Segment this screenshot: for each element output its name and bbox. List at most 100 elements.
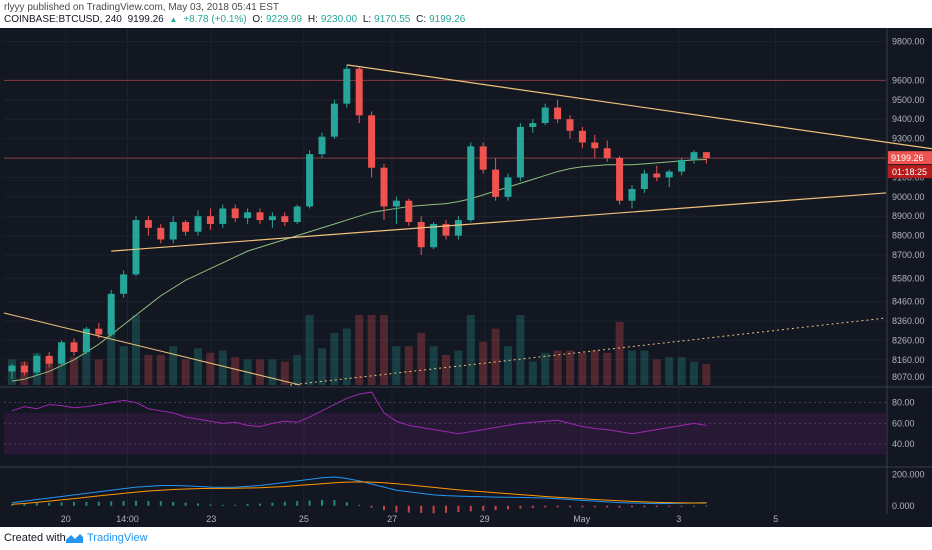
candle-body <box>417 222 425 248</box>
volume-bar <box>169 346 178 385</box>
candle-body <box>541 107 549 124</box>
volume-bar <box>615 322 624 385</box>
volume-bar <box>516 315 525 385</box>
candle-body <box>306 154 314 207</box>
time-tick-label: 5 <box>773 514 778 524</box>
price-tick-label: 9800.00 <box>892 37 925 47</box>
candle-body <box>330 103 338 137</box>
candle-body <box>132 220 140 275</box>
macd-histogram-bar <box>705 505 708 507</box>
candle-body <box>169 222 177 240</box>
candle-body <box>566 119 574 131</box>
candle-body <box>70 342 78 353</box>
macd-histogram-bar <box>420 505 423 513</box>
support-trendline <box>111 192 887 252</box>
macd-histogram-bar <box>221 504 224 506</box>
chart-canvas[interactable]: 8070.00 8160.00 8260.00 8360.00 8460.00 8580.… <box>0 28 932 527</box>
macd-histogram-bar <box>693 505 695 507</box>
macd-histogram-bar <box>631 505 633 508</box>
price-tick-label: 8700.00 <box>892 250 925 260</box>
candle-body <box>504 177 512 197</box>
volume-bar <box>553 350 562 385</box>
volume-bar <box>293 355 302 385</box>
candle-body <box>219 208 227 224</box>
candle-body <box>554 107 562 120</box>
candle-body <box>492 169 500 197</box>
macd-histogram-bar <box>531 505 534 508</box>
last-price: 9199.26 <box>127 14 164 25</box>
open-label: O: <box>252 14 263 25</box>
price-tick-label: 8900.00 <box>892 211 925 221</box>
price-tick-label: 8360.00 <box>892 316 925 326</box>
candle-body <box>380 167 388 207</box>
tradingview-brand-link[interactable]: TradingView <box>87 532 148 544</box>
candle-body <box>281 216 289 223</box>
macd-tick-label: 200.000 <box>892 470 925 480</box>
high-value: 9230.00 <box>320 14 358 25</box>
candle-body <box>628 189 636 201</box>
volume-bar <box>504 346 512 385</box>
volume-bar <box>677 357 686 385</box>
macd-histogram-bar <box>321 499 323 506</box>
candle-body <box>467 146 475 221</box>
price-tick-label: 8260.00 <box>892 335 925 345</box>
countdown-tag <box>888 165 932 179</box>
macd-histogram-bar <box>606 505 609 508</box>
volume-bar <box>590 350 599 385</box>
volume-bar <box>119 346 128 385</box>
created-with-label: Created with <box>4 532 66 544</box>
volume-bar <box>392 346 401 385</box>
candle-body <box>479 146 487 170</box>
macd-signal-line <box>11 481 707 505</box>
candle-body <box>95 328 103 335</box>
volume-bar <box>57 348 66 385</box>
macd-histogram-bar <box>494 505 497 511</box>
volume-bar <box>132 315 140 385</box>
volume-bar <box>528 361 537 385</box>
price-tick-label: 9600.00 <box>892 75 925 85</box>
macd-histogram-bar <box>60 502 63 506</box>
macd-tick-label: 0.000 <box>892 501 915 511</box>
price-tick-label: 8580.00 <box>892 273 925 283</box>
macd-histogram-bar <box>246 504 249 506</box>
candle-body <box>392 200 400 207</box>
macd-histogram-bar <box>73 502 75 506</box>
rsi-tick-label: 40.00 <box>892 439 915 449</box>
candle-body <box>430 223 438 248</box>
time-tick-label: 3 <box>676 514 681 524</box>
macd-histogram-bar <box>135 500 137 506</box>
price-tick-label: 9400.00 <box>892 114 925 124</box>
last-price-tag <box>888 151 932 165</box>
volume-bar <box>318 348 326 385</box>
candle-body <box>454 220 462 236</box>
tradingview-logo-icon <box>66 534 83 543</box>
volume-bar <box>305 315 314 385</box>
candle-body <box>268 216 276 221</box>
volume-bar <box>665 357 674 385</box>
volume-bar <box>404 346 413 385</box>
volume-bar <box>342 328 351 385</box>
candle-body <box>690 152 698 160</box>
macd-histogram-bar <box>544 505 547 508</box>
price-tick-label: 9000.00 <box>892 192 925 202</box>
candle-body <box>20 365 28 373</box>
volume-bar <box>417 333 426 385</box>
macd-histogram-bar <box>680 505 683 507</box>
candle-body <box>616 157 624 201</box>
candle-body <box>256 212 264 221</box>
candle-body <box>182 222 190 232</box>
close-value: 9199.26 <box>429 14 466 25</box>
macd-histogram-bar <box>48 502 51 506</box>
volume-bar <box>454 350 463 385</box>
candle-body <box>442 223 450 236</box>
price-tick-label: 9500.00 <box>892 95 925 105</box>
macd-histogram-bar <box>110 501 113 506</box>
candle-body <box>603 148 611 158</box>
rsi-tick-label: 80.00 <box>892 398 915 408</box>
macd-histogram-bar <box>482 505 485 511</box>
macd-histogram-bar <box>457 505 460 512</box>
macd-histogram-bar <box>655 505 658 508</box>
volume-bar <box>107 324 116 385</box>
macd-histogram-bar <box>308 500 311 506</box>
macd-histogram-bar <box>445 505 447 513</box>
